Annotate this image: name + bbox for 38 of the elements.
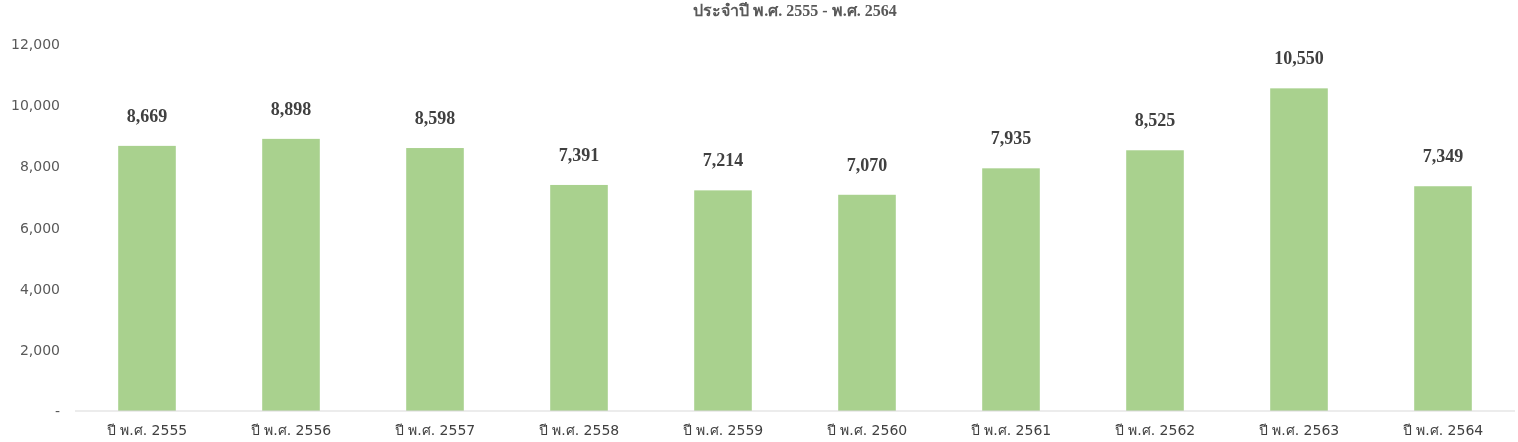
data-label: 8,669 [126,105,168,126]
y-tick-label: 10,000 [11,97,60,114]
bar [694,190,752,411]
data-label: 7,391 [558,144,600,165]
x-tick-label: ปี พ.ศ. 2563 [1258,422,1340,438]
data-label: 7,935 [990,128,1032,149]
data-label: 8,598 [414,108,456,129]
chart-title: ประจำปี พ.ศ. 2555 - พ.ศ. 2564 [693,1,897,19]
bar [1270,88,1328,411]
x-tick-label: ปี พ.ศ. 2559 [682,422,764,438]
data-label: 7,070 [846,154,888,175]
x-tick-label: ปี พ.ศ. 2557 [394,422,476,438]
bar [1126,150,1184,411]
bar [550,184,608,411]
x-tick-label: ปี พ.ศ. 2560 [826,422,908,438]
x-tick-label: ปี พ.ศ. 2556 [250,422,332,438]
bar [982,168,1040,411]
y-tick-label: 4,000 [19,280,60,297]
data-label: 8,525 [1134,110,1176,131]
x-tick-label: ปี พ.ศ. 2562 [1114,422,1196,438]
y-tick-label: 2,000 [19,341,60,358]
bar [838,194,896,411]
x-tick-label: ปี พ.ศ. 2561 [970,422,1052,438]
y-tick-label: - [54,403,60,419]
y-tick-label: 6,000 [19,219,60,236]
y-tick-label: 12,000 [11,36,60,52]
data-label: 10,550 [1274,48,1324,69]
x-tick-label: ปี พ.ศ. 2564 [1402,422,1484,438]
data-label: 7,349 [1422,146,1464,167]
bar [262,138,320,411]
data-label: 7,214 [702,150,744,171]
bar [406,148,464,411]
bar [118,145,176,411]
x-tick-label: ปี พ.ศ. 2555 [106,422,188,438]
y-tick-label: 8,000 [19,158,60,175]
x-tick-label: ปี พ.ศ. 2558 [538,422,620,438]
bar [1414,186,1472,411]
data-label: 8,898 [270,98,312,119]
